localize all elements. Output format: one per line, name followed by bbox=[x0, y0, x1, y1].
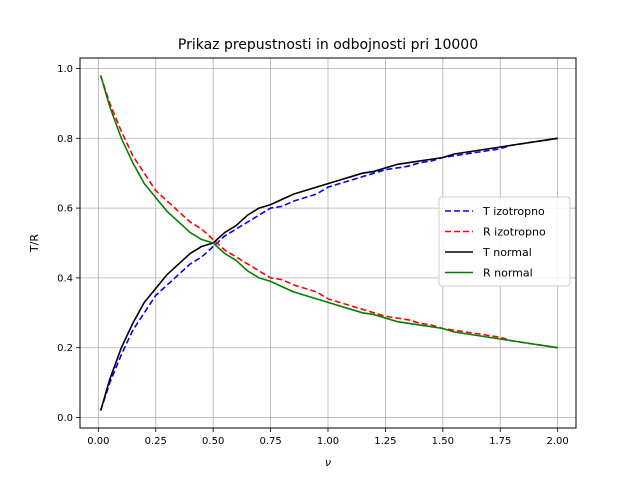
y-tick-label: 0.2 bbox=[57, 343, 73, 354]
x-tick-label: 1.75 bbox=[489, 436, 511, 447]
x-tick-label: 0.50 bbox=[202, 436, 224, 447]
legend-label: T normal bbox=[482, 246, 532, 259]
y-axis-title: T/R bbox=[28, 234, 41, 253]
series-line-1 bbox=[99, 75, 558, 349]
y-tick-label: 0.8 bbox=[57, 134, 73, 145]
series-line-3 bbox=[99, 75, 558, 349]
legend: T izotropno R izotropno T normal R normal bbox=[438, 196, 571, 287]
series-line-2 bbox=[99, 137, 558, 411]
series-line-0 bbox=[99, 137, 558, 411]
y-tick-label: 0.6 bbox=[57, 204, 73, 215]
x-tick-label: 0.00 bbox=[87, 436, 109, 447]
x-tick-label: 1.00 bbox=[317, 436, 339, 447]
grid bbox=[80, 58, 576, 428]
x-tick-label: 0.75 bbox=[259, 436, 281, 447]
y-tick-label: 0.0 bbox=[57, 413, 73, 424]
legend-box bbox=[438, 196, 571, 287]
chart-title: Prikaz prepustnosti in odbojnosti pri 10… bbox=[178, 37, 478, 53]
legend-label: R izotropno bbox=[483, 226, 546, 239]
x-axis-ticks: 0.00 0.25 0.50 0.75 1.00 1.25 1.50 1.75 2.00 bbox=[87, 428, 569, 447]
x-tick-label: 0.25 bbox=[145, 436, 167, 447]
x-tick-label: 1.25 bbox=[374, 436, 396, 447]
y-axis-ticks: 0.0 0.2 0.4 0.6 0.8 1.0 bbox=[57, 64, 80, 424]
x-axis-title: ν bbox=[325, 456, 331, 469]
y-tick-label: 0.4 bbox=[57, 273, 73, 284]
legend-label: R normal bbox=[483, 267, 533, 280]
series-layer bbox=[99, 75, 558, 411]
legend-label: T izotropno bbox=[482, 205, 545, 218]
x-tick-label: 2.00 bbox=[546, 436, 568, 447]
y-tick-label: 1.0 bbox=[57, 64, 73, 75]
x-tick-label: 1.50 bbox=[432, 436, 454, 447]
